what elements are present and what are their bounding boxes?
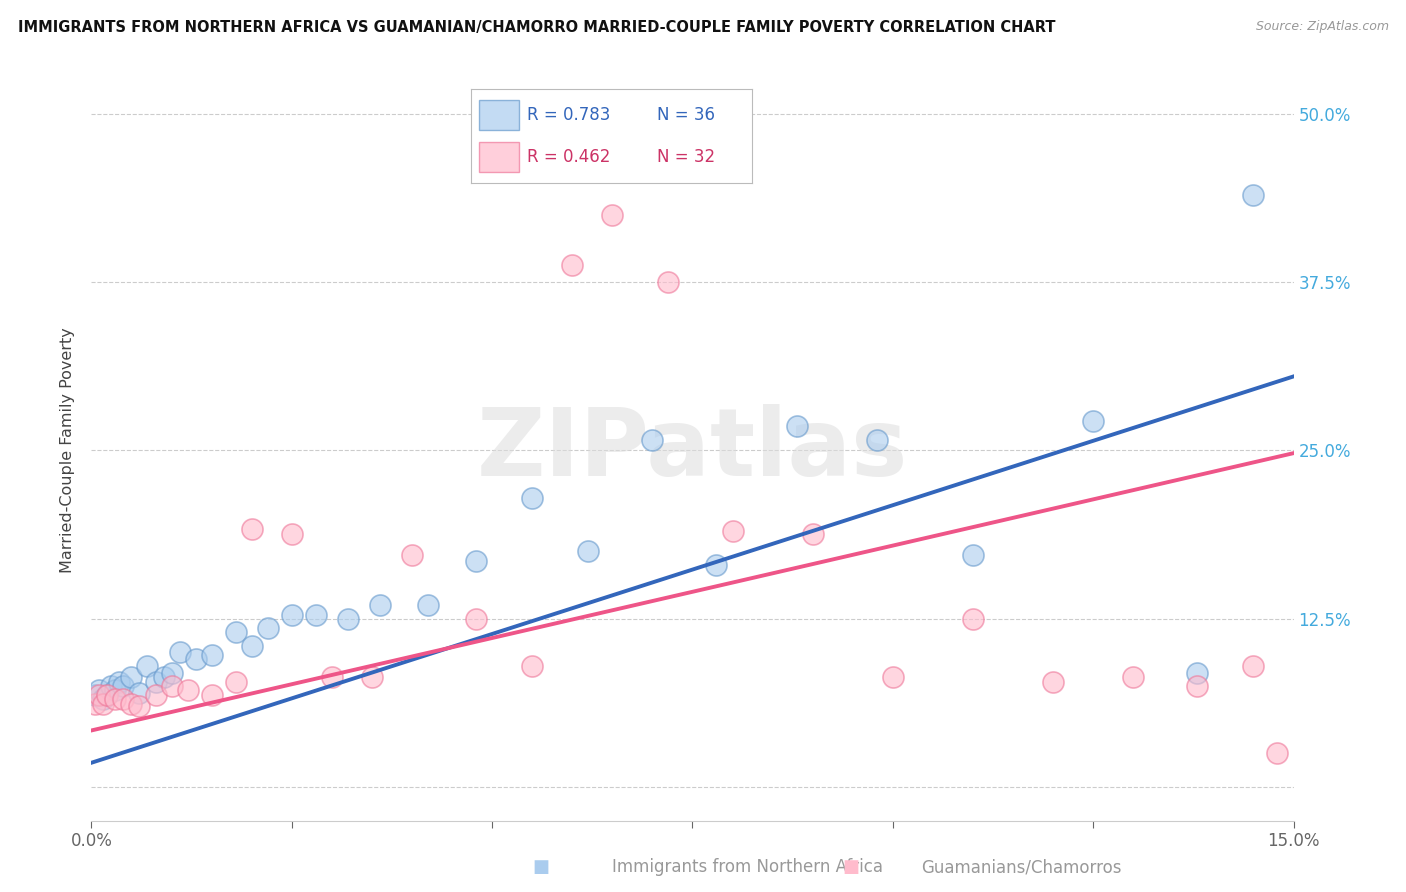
Point	[360, 670, 382, 684]
Point	[602, 208, 624, 222]
Point	[84, 697, 107, 711]
Point	[225, 675, 247, 690]
Point	[336, 612, 359, 626]
Point	[882, 670, 904, 684]
Point	[96, 689, 118, 703]
Point	[281, 607, 304, 622]
Point	[160, 665, 183, 680]
Point	[1243, 187, 1265, 202]
Point	[1122, 670, 1144, 684]
Point	[1187, 679, 1209, 693]
Point	[112, 679, 135, 693]
Point	[866, 433, 889, 447]
Point	[1243, 658, 1265, 673]
Point	[706, 558, 728, 572]
Point	[89, 689, 111, 703]
Point	[962, 612, 984, 626]
Point	[657, 275, 679, 289]
Point	[801, 527, 824, 541]
Bar	[479, 142, 519, 171]
Point	[240, 522, 263, 536]
Point	[305, 607, 328, 622]
Point	[465, 612, 488, 626]
Point	[416, 599, 439, 613]
Point	[96, 689, 118, 703]
Point	[100, 679, 122, 693]
Point	[152, 670, 174, 684]
Point	[786, 419, 808, 434]
Point	[184, 652, 207, 666]
Point	[108, 675, 131, 690]
Bar	[479, 101, 519, 130]
Point	[962, 549, 984, 563]
Point	[121, 670, 143, 684]
Point	[576, 544, 599, 558]
Point	[128, 686, 150, 700]
Point	[112, 692, 135, 706]
Point	[93, 697, 115, 711]
Point	[465, 554, 488, 568]
Point	[121, 697, 143, 711]
Point	[225, 625, 247, 640]
Text: R = 0.462: R = 0.462	[527, 148, 610, 166]
Text: N = 36: N = 36	[657, 106, 714, 124]
Point	[368, 599, 391, 613]
Point	[145, 689, 167, 703]
Point	[176, 683, 198, 698]
Point	[240, 639, 263, 653]
Point	[401, 549, 423, 563]
Text: ZIPatlas: ZIPatlas	[477, 404, 908, 497]
Point	[104, 692, 127, 706]
Point	[1187, 665, 1209, 680]
Point	[256, 621, 278, 635]
Point	[321, 670, 343, 684]
Text: Immigrants from Northern Africa: Immigrants from Northern Africa	[612, 858, 883, 876]
Point	[721, 524, 744, 539]
Text: R = 0.783: R = 0.783	[527, 106, 610, 124]
Point	[201, 648, 224, 662]
Point	[145, 675, 167, 690]
Point	[641, 433, 664, 447]
Point	[160, 679, 183, 693]
Text: Source: ZipAtlas.com: Source: ZipAtlas.com	[1256, 20, 1389, 33]
Point	[281, 527, 304, 541]
Point	[136, 658, 159, 673]
Point	[84, 689, 107, 703]
Point	[93, 692, 115, 706]
Point	[1267, 747, 1289, 761]
Point	[561, 258, 583, 272]
Text: ■: ■	[533, 858, 550, 876]
Point	[201, 689, 224, 703]
Point	[89, 683, 111, 698]
Point	[1083, 414, 1105, 428]
Point	[1042, 675, 1064, 690]
Point	[522, 491, 544, 505]
Text: Guamanians/Chamorros: Guamanians/Chamorros	[921, 858, 1122, 876]
Text: N = 32: N = 32	[657, 148, 714, 166]
Point	[522, 658, 544, 673]
Y-axis label: Married-Couple Family Poverty: Married-Couple Family Poverty	[60, 327, 76, 574]
Text: ■: ■	[842, 858, 859, 876]
Text: IMMIGRANTS FROM NORTHERN AFRICA VS GUAMANIAN/CHAMORRO MARRIED-COUPLE FAMILY POVE: IMMIGRANTS FROM NORTHERN AFRICA VS GUAMA…	[18, 20, 1056, 35]
Point	[169, 645, 191, 659]
Point	[128, 699, 150, 714]
Point	[104, 683, 127, 698]
